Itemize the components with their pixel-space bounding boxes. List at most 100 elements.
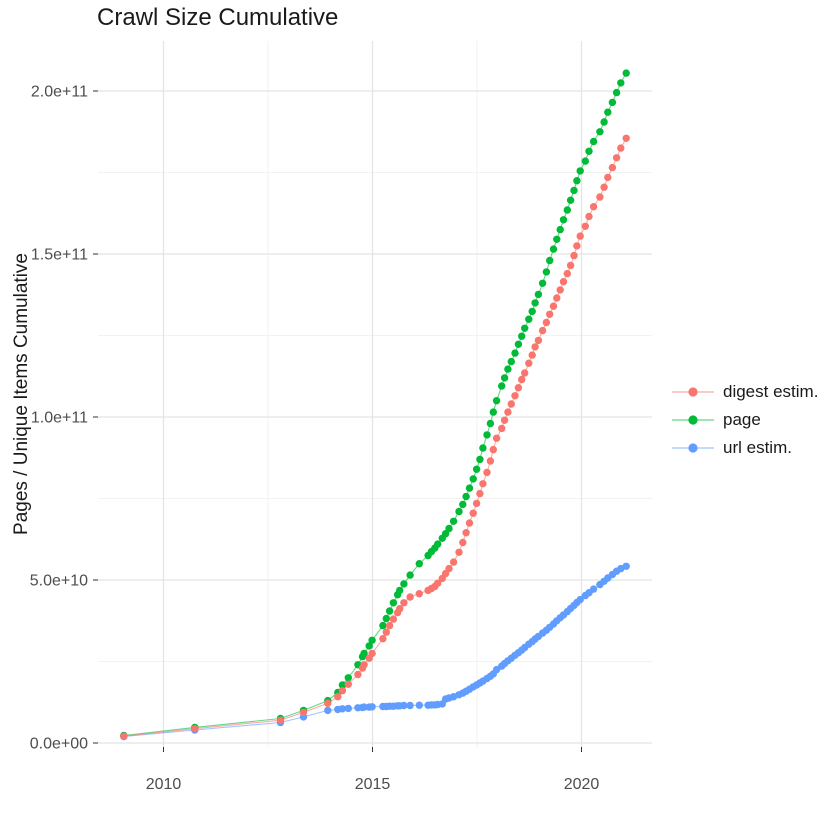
data-point xyxy=(573,177,581,185)
legend-item: digest estim. xyxy=(670,378,818,406)
data-point xyxy=(449,517,458,525)
data-point xyxy=(365,642,373,650)
data-point xyxy=(449,558,458,566)
data-point xyxy=(525,315,533,323)
data-point xyxy=(514,384,523,392)
data-point xyxy=(573,242,581,250)
y-tick-label: 5.0e+10 xyxy=(30,573,88,590)
data-point xyxy=(608,98,617,107)
data-point xyxy=(518,375,526,384)
data-point xyxy=(559,216,568,224)
data-point xyxy=(396,586,404,595)
data-point xyxy=(472,499,481,508)
data-point xyxy=(385,621,394,630)
data-point xyxy=(360,649,368,658)
data-point xyxy=(500,416,509,424)
data-point xyxy=(382,628,390,636)
data-point xyxy=(528,307,536,316)
data-point xyxy=(344,674,352,682)
data-point xyxy=(338,681,347,689)
data-point xyxy=(566,196,575,204)
series-line-1 xyxy=(123,72,627,737)
data-point xyxy=(546,256,554,265)
data-point xyxy=(379,635,387,643)
data-point xyxy=(546,310,554,318)
data-point xyxy=(276,716,285,724)
x-tick-label: 2015 xyxy=(355,776,391,793)
data-point xyxy=(608,163,617,172)
data-point xyxy=(617,79,625,87)
data-point xyxy=(400,599,408,607)
data-point xyxy=(344,704,352,713)
data-point xyxy=(622,134,630,142)
y-tick-label: 1.5e+11 xyxy=(31,247,88,264)
data-point xyxy=(385,607,394,615)
data-point xyxy=(596,193,604,201)
chart-title: Crawl Size Cumulative xyxy=(97,4,339,31)
data-point xyxy=(389,615,398,623)
data-point xyxy=(589,585,598,593)
data-point xyxy=(434,540,442,548)
data-point xyxy=(531,299,539,307)
data-point xyxy=(455,548,463,556)
data-point xyxy=(469,509,477,517)
data-point xyxy=(382,614,390,623)
legend-key-icon xyxy=(672,443,714,453)
legend-key-icon xyxy=(672,415,714,425)
data-point xyxy=(299,708,308,717)
data-point xyxy=(465,519,474,527)
data-point xyxy=(553,235,561,243)
data-point xyxy=(498,382,506,390)
data-point xyxy=(585,212,593,221)
data-point xyxy=(479,444,487,452)
data-point xyxy=(389,599,398,607)
data-point xyxy=(368,703,376,711)
data-point xyxy=(415,560,423,568)
data-point xyxy=(368,649,376,658)
data-point xyxy=(612,154,621,162)
data-point xyxy=(120,732,128,740)
legend-label: digest estim. xyxy=(723,382,819,401)
y-tick-label: 2.0e+11 xyxy=(31,84,88,101)
data-point xyxy=(559,278,568,286)
data-point xyxy=(338,687,347,695)
data-point xyxy=(354,670,362,679)
data-point xyxy=(511,392,519,400)
data-point xyxy=(462,529,470,537)
data-point xyxy=(518,332,526,340)
data-point xyxy=(500,374,509,382)
y-axis-title: Pages / Unique Items Cumulative xyxy=(11,253,32,535)
data-point xyxy=(415,590,423,598)
data-point xyxy=(570,186,578,195)
data-point xyxy=(553,294,561,302)
data-point xyxy=(469,475,477,483)
data-point xyxy=(612,88,621,97)
data-point xyxy=(604,173,612,182)
data-point xyxy=(334,693,342,701)
data-point xyxy=(476,489,484,498)
data-point xyxy=(504,408,512,416)
data-point xyxy=(368,636,376,644)
data-point xyxy=(525,359,533,367)
data-point xyxy=(566,261,575,270)
data-point xyxy=(406,571,414,579)
data-point xyxy=(489,408,497,416)
data-point xyxy=(549,245,558,253)
legend-key-icon xyxy=(672,387,714,397)
data-point xyxy=(576,595,584,604)
data-point xyxy=(465,484,474,492)
data-point xyxy=(542,268,551,276)
data-point xyxy=(538,326,547,335)
data-point xyxy=(576,232,584,240)
legend: digest estim. page url estim. xyxy=(670,378,818,462)
y-tick-label: 1.0e+11 xyxy=(31,410,88,427)
data-point xyxy=(476,455,484,464)
data-point xyxy=(483,468,491,477)
legend-label: page xyxy=(723,410,761,429)
legend-item: url estim. xyxy=(670,434,818,462)
data-point xyxy=(622,562,630,570)
data-point xyxy=(514,340,523,348)
data-point xyxy=(576,167,584,175)
data-point xyxy=(486,457,495,465)
y-tick-label: 0.0e+00 xyxy=(30,736,88,753)
